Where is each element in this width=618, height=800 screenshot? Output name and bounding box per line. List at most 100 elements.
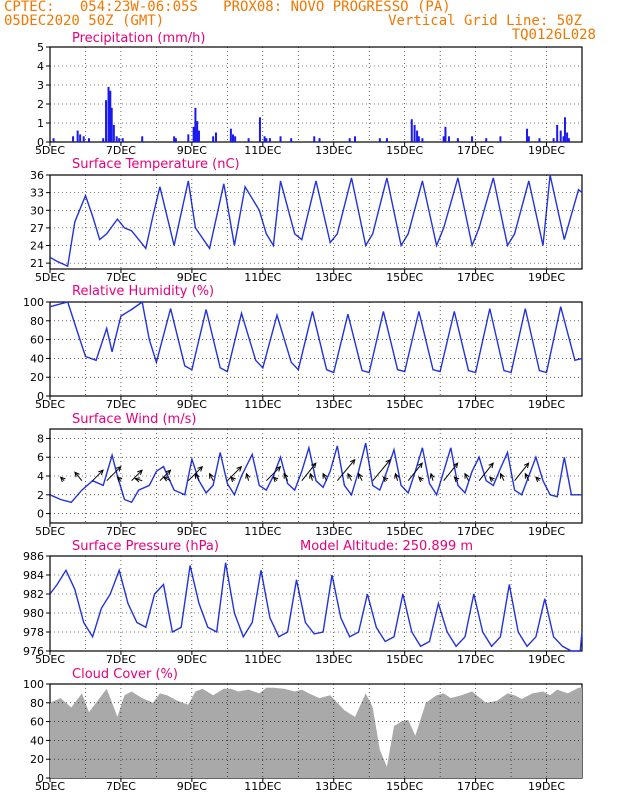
wind-arrow-head xyxy=(137,469,143,476)
y-tick-label: 0 xyxy=(37,136,44,149)
precip-bar xyxy=(196,121,199,142)
wind-arrow-head xyxy=(535,476,541,483)
precip-bar xyxy=(229,128,232,142)
panel-precip: Precipitation (mm/h) 0 1 2 3 4 5 5DEC 7DEC 9DEC 11… xyxy=(35,31,583,157)
y-tick-label: 30 xyxy=(30,204,44,217)
panel-cloud: Cloud Cover (%) 0 20 40 60 80 100 5DEC 7DEC 9DEC 1… xyxy=(23,667,583,793)
wind-arrow xyxy=(407,462,423,482)
x-tick-label: 17DEC xyxy=(457,271,494,284)
x-tick-label: 7DEC xyxy=(106,525,136,538)
precip-bar xyxy=(197,130,200,142)
y-tick-label: 80 xyxy=(30,697,44,710)
x-tick-label: 9DEC xyxy=(177,525,207,538)
precip-bar xyxy=(421,138,424,142)
wind-arrow xyxy=(478,462,494,482)
x-tick-label: 19DEC xyxy=(528,271,565,284)
wind-arrow-head xyxy=(322,472,328,479)
wind-arrow xyxy=(372,459,391,482)
y-tick-label: 27 xyxy=(30,222,44,235)
header-grid-note: Vertical Grid Line: 50Z xyxy=(388,13,582,29)
x-tick-label: 11DEC xyxy=(244,398,281,411)
precip-bar xyxy=(72,136,75,142)
y-tick-label: 40 xyxy=(30,734,44,747)
wind-arrow xyxy=(74,471,83,482)
x-tick-label: 15DEC xyxy=(386,525,423,538)
x-tick-label: 13DEC xyxy=(315,780,352,793)
precip-bar xyxy=(234,136,237,142)
wind-arrow-head xyxy=(59,476,66,483)
x-tick-label: 19DEC xyxy=(528,525,565,538)
y-tick-label: 21 xyxy=(30,257,44,270)
wind-arrow-head xyxy=(417,462,423,469)
wind-arrow xyxy=(464,473,469,481)
precip-bar xyxy=(471,136,474,142)
precip-bar xyxy=(268,138,271,142)
x-tick-label: 11DEC xyxy=(244,144,281,157)
wind-arrow xyxy=(394,473,399,481)
x-tick-label: 15DEC xyxy=(386,653,423,666)
precip-bar xyxy=(174,138,177,142)
y-tick-label: 6 xyxy=(37,451,44,464)
x-tick-label: 15DEC xyxy=(386,398,423,411)
x-tick-label: 9DEC xyxy=(177,780,207,793)
y-tick-label: 4 xyxy=(37,470,44,483)
wind-arrow-head xyxy=(309,472,315,479)
x-tick-label: 11DEC xyxy=(244,653,281,666)
panel-title: Relative Humidity (%) xyxy=(72,284,214,299)
header-model-code: TQ0126L028 xyxy=(511,27,596,43)
wind-arrow-head xyxy=(464,472,470,479)
wind-arrow-head xyxy=(382,476,389,483)
x-tick-label: 7DEC xyxy=(106,144,136,157)
wind-arrow-head xyxy=(230,476,236,483)
precip-bar xyxy=(526,128,529,142)
x-tick-label: 17DEC xyxy=(457,398,494,411)
wind-arrow xyxy=(246,473,250,481)
wind-arrow-head xyxy=(236,465,243,472)
precip-bar xyxy=(410,119,413,142)
precip-bar xyxy=(552,138,555,142)
precip-bar xyxy=(385,138,388,142)
x-tick-label: 9DEC xyxy=(177,398,207,411)
x-tick-label: 11DEC xyxy=(244,780,281,793)
precip-bar xyxy=(499,136,502,142)
x-tick-label: 9DEC xyxy=(177,144,207,157)
wind-arrow xyxy=(430,473,434,481)
precip-bar xyxy=(121,138,124,142)
wind-arrow-head xyxy=(74,471,80,478)
precip-bar xyxy=(82,136,85,142)
precip-bar xyxy=(115,136,118,142)
wind-arrow-head xyxy=(453,476,460,483)
panel-title: Surface Wind (m/s) xyxy=(72,412,196,427)
wind-arrow-head xyxy=(488,462,494,469)
x-tick-label: 9DEC xyxy=(177,653,207,666)
wind-arrow xyxy=(163,476,171,482)
x-tick-label: 13DEC xyxy=(315,271,352,284)
precip-bar xyxy=(559,130,562,142)
header-date: 05DEC2020 50Z (GMT) xyxy=(4,13,165,29)
wind-arrow-head xyxy=(358,472,363,479)
y-tick-label: 4 xyxy=(37,60,44,73)
wind-arrow xyxy=(309,473,313,481)
precip-bar xyxy=(485,138,488,142)
precip-bar xyxy=(562,136,565,142)
panel-title: Cloud Cover (%) xyxy=(72,667,178,682)
x-tick-label: 5DEC xyxy=(35,271,65,284)
precip-bar xyxy=(538,138,541,142)
wind-series-line xyxy=(49,442,582,504)
panel-temp: Surface Temperature (nC) 21 24 27 30 33 36 5DEC… xyxy=(30,157,583,284)
wind-arrow xyxy=(283,473,289,481)
y-tick-label: 984 xyxy=(23,569,44,582)
precip-bar xyxy=(456,138,459,142)
wind-arrow xyxy=(265,466,281,482)
wind-arrow xyxy=(159,469,171,482)
wind-arrow-head xyxy=(394,472,400,479)
x-tick-label: 15DEC xyxy=(386,271,423,284)
wind-arrow-head xyxy=(275,465,282,472)
y-tick-label: 60 xyxy=(30,716,44,729)
panel-pressure: Surface Pressure (hPa) 976 978 980 982 984 986… xyxy=(23,539,583,666)
precip-bar xyxy=(348,138,351,142)
precip-bar xyxy=(354,136,357,142)
wind-arrow-head xyxy=(272,476,279,483)
temp-series-line xyxy=(49,174,583,268)
x-tick-label: 19DEC xyxy=(528,780,565,793)
